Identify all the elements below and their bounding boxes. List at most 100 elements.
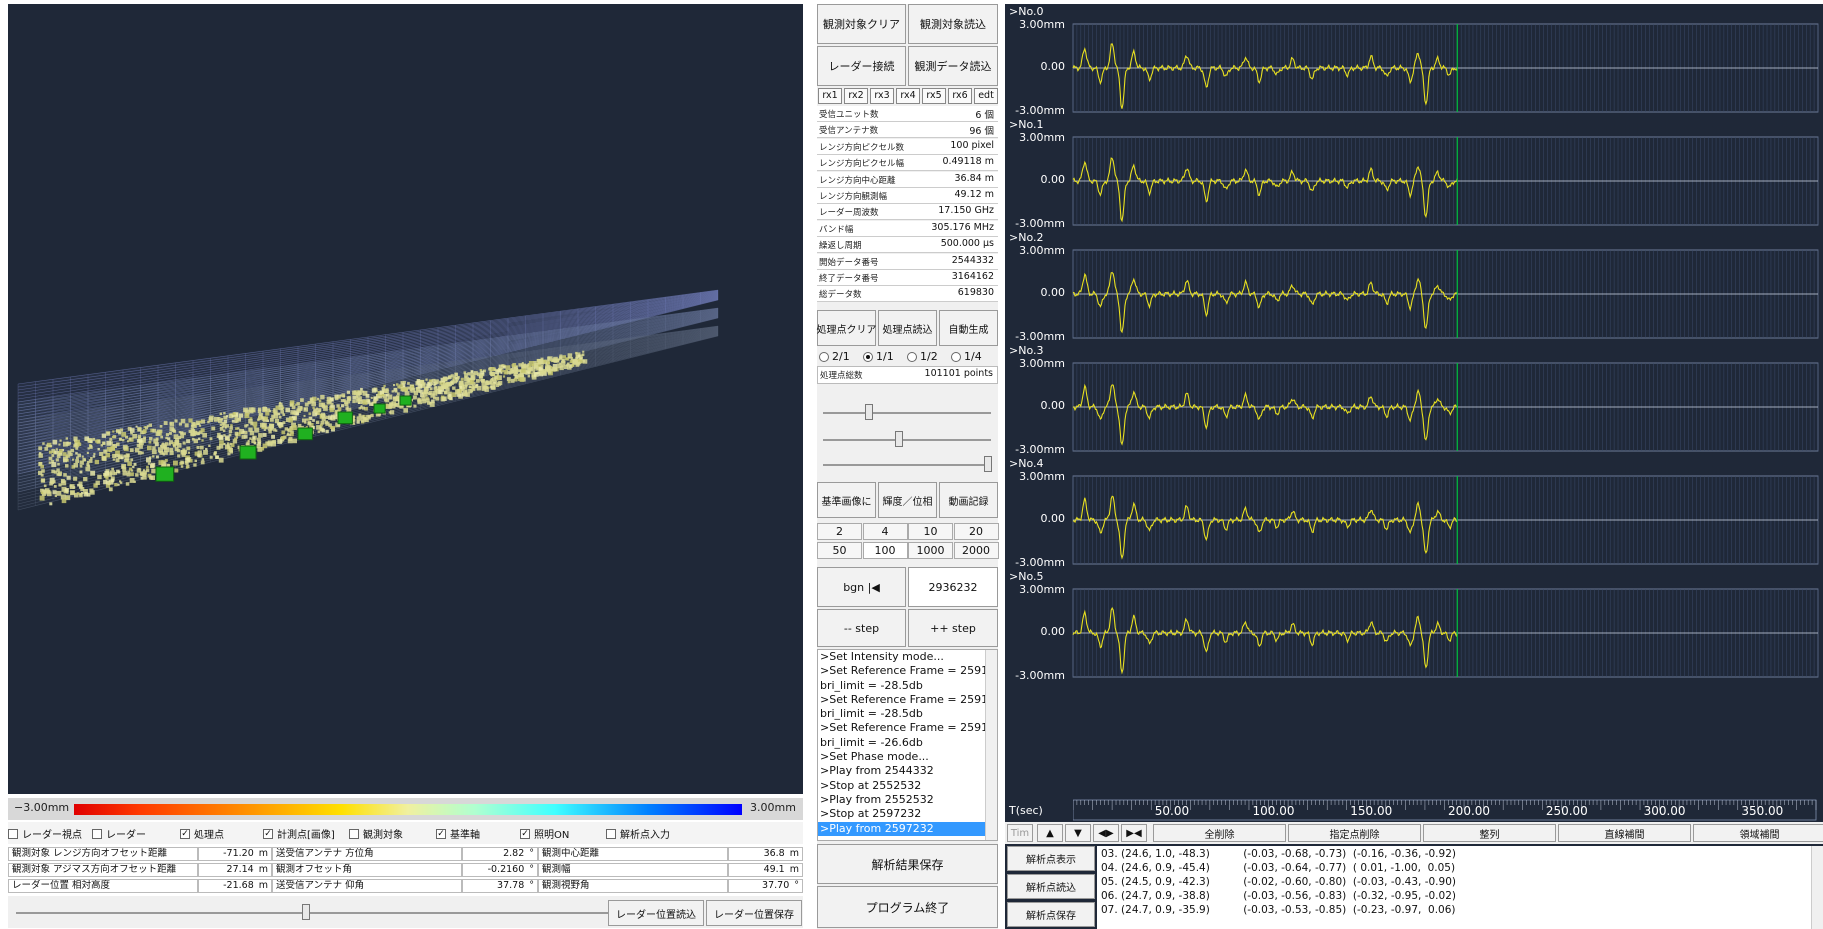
- log-line[interactable]: >Play from 2552532: [820, 792, 934, 806]
- tab-rx5[interactable]: rx5: [922, 88, 946, 104]
- slider-1-thumb[interactable]: [865, 404, 873, 420]
- checkbox-box[interactable]: ✓: [436, 828, 446, 839]
- load-analysis-points-button[interactable]: 解析点読込: [1007, 874, 1095, 899]
- param-value[interactable]: -0.2160 °: [462, 863, 538, 877]
- align-button[interactable]: 整列: [1423, 824, 1556, 842]
- checkbox-box[interactable]: ✓: [520, 828, 530, 839]
- analysis-results-list[interactable]: 03. (24.6, 1.0, -48.3) (-0.03, -0.68, -0…: [1097, 846, 1823, 929]
- radio-1[interactable]: 1/1: [863, 350, 894, 363]
- tim-button[interactable]: Tim: [1007, 824, 1033, 842]
- up-arrow-icon[interactable]: ▲: [1037, 824, 1063, 842]
- tab-rx1[interactable]: rx1: [818, 88, 842, 104]
- checkbox-box[interactable]: ✓: [263, 828, 273, 839]
- linear-interpolation-button[interactable]: 直線補間: [1558, 824, 1691, 842]
- 3d-viewport[interactable]: [8, 4, 803, 794]
- tab-rx2[interactable]: rx2: [844, 88, 868, 104]
- radio-dot[interactable]: [819, 351, 829, 362]
- video-record-button[interactable]: 動画記録: [939, 482, 998, 518]
- param-value[interactable]: 2.82 °: [462, 847, 538, 861]
- step-1000-button[interactable]: 1000: [908, 542, 953, 559]
- log-line[interactable]: >Set Reference Frame = 25913: [820, 692, 996, 706]
- checkbox-box[interactable]: [92, 828, 102, 839]
- log-line[interactable]: bri_limit = -28.5db: [820, 707, 923, 721]
- checkbox-box[interactable]: [349, 828, 359, 839]
- slider-3-thumb[interactable]: [984, 456, 992, 472]
- log-line[interactable]: >Set Reference Frame = 25913: [820, 721, 996, 735]
- exit-program-button[interactable]: プログラム終了: [817, 886, 998, 928]
- load-processing-points-button[interactable]: 処理点読込: [878, 310, 937, 346]
- checkbox-4[interactable]: 観測対象: [349, 826, 403, 841]
- radar-position-save-button[interactable]: レーダー位置保存: [706, 900, 802, 926]
- save-analysis-points-button[interactable]: 解析点保存: [1007, 902, 1095, 927]
- delete-all-button[interactable]: 全削除: [1153, 824, 1286, 842]
- radar-connect-button[interactable]: レーダー接続: [817, 46, 906, 86]
- checkbox-box[interactable]: [8, 828, 18, 839]
- result-line[interactable]: 07. (24.7, 0.9, -35.9) (-0.03, -0.53, -0…: [1101, 904, 1456, 916]
- waveform-plots[interactable]: [1005, 4, 1823, 794]
- load-target-button[interactable]: 観測対象読込: [908, 4, 998, 44]
- radio-dot[interactable]: [863, 351, 873, 362]
- checkbox-box[interactable]: ✓: [180, 828, 190, 839]
- delete-selected-point-button[interactable]: 指定点削除: [1288, 824, 1421, 842]
- amplitude-phase-button[interactable]: 輝度／位相: [878, 482, 937, 518]
- result-line[interactable]: 04. (24.6, 0.9, -45.4) (-0.03, -0.64, -0…: [1101, 862, 1456, 874]
- log-line[interactable]: bri_limit = -28.5db: [820, 678, 923, 692]
- clear-target-button[interactable]: 観測対象クリア: [817, 4, 906, 44]
- auto-generate-button[interactable]: 自動生成: [939, 310, 998, 346]
- results-scrollbar[interactable]: [1811, 846, 1823, 929]
- reference-image-button[interactable]: 基準画像に: [817, 482, 876, 518]
- step-50-button[interactable]: 50: [817, 542, 862, 559]
- frame-number-field[interactable]: 2936232: [908, 567, 998, 607]
- result-line[interactable]: 03. (24.6, 1.0, -48.3) (-0.03, -0.68, -0…: [1101, 848, 1456, 860]
- contract-icon[interactable]: ▶◀: [1121, 824, 1147, 842]
- checkbox-5[interactable]: ✓ 基準軸: [436, 826, 480, 841]
- result-line[interactable]: 06. (24.7, 0.9, -38.8) (-0.03, -0.56, -0…: [1101, 890, 1456, 902]
- log-line[interactable]: >Stop at 2597232: [820, 807, 922, 821]
- checkbox-box[interactable]: [606, 828, 616, 839]
- begin-button[interactable]: bgn |◀: [817, 567, 906, 607]
- param-value[interactable]: 37.78 °: [462, 879, 538, 893]
- step-2-button[interactable]: 2: [817, 523, 862, 540]
- radio-0[interactable]: 2/1: [819, 350, 850, 363]
- expand-icon[interactable]: ◀▶: [1093, 824, 1119, 842]
- param-value[interactable]: 49.1 m: [728, 863, 803, 877]
- load-observation-data-button[interactable]: 観測データ読込: [908, 46, 998, 86]
- save-analysis-results-button[interactable]: 解析結果保存: [817, 844, 998, 884]
- param-value[interactable]: -21.68 m: [198, 879, 272, 893]
- down-arrow-icon[interactable]: ▼: [1065, 824, 1091, 842]
- param-value[interactable]: 37.70 °: [728, 879, 803, 893]
- step-back-button[interactable]: -- step: [817, 609, 906, 647]
- log-line[interactable]: bri_limit = -26.6db: [820, 735, 923, 749]
- slider-2-thumb[interactable]: [895, 431, 903, 447]
- tab-rx6[interactable]: rx6: [948, 88, 972, 104]
- radio-dot[interactable]: [951, 351, 961, 362]
- radio-3[interactable]: 1/4: [951, 350, 982, 363]
- checkbox-1[interactable]: レーダー: [92, 826, 146, 841]
- log-line[interactable]: >Set Intensity mode...: [820, 650, 944, 663]
- checkbox-7[interactable]: 解析点入力: [606, 826, 670, 841]
- checkbox-6[interactable]: ✓ 照明ON: [520, 826, 569, 841]
- tab-rx3[interactable]: rx3: [870, 88, 894, 104]
- radio-2[interactable]: 1/2: [907, 350, 938, 363]
- log-line[interactable]: >Set Reference Frame = 25913: [820, 664, 996, 678]
- checkbox-0[interactable]: レーダー視点: [8, 826, 82, 841]
- point-cloud-scene[interactable]: [8, 4, 803, 794]
- radar-position-slider-thumb[interactable]: [302, 904, 310, 920]
- checkbox-2[interactable]: ✓ 処理点: [180, 826, 224, 841]
- log-line[interactable]: >Play from 2597232: [818, 821, 997, 836]
- step-10-button[interactable]: 10: [908, 523, 953, 540]
- region-interpolation-button[interactable]: 領域補間: [1693, 824, 1823, 842]
- show-analysis-points-button[interactable]: 解析点表示: [1007, 846, 1095, 871]
- radio-dot[interactable]: [907, 351, 917, 362]
- step-2000-button[interactable]: 2000: [953, 542, 999, 559]
- step-20-button[interactable]: 20: [953, 523, 999, 540]
- result-line[interactable]: 05. (24.5, 0.9, -42.3) (-0.02, -0.60, -0…: [1101, 876, 1456, 888]
- param-value[interactable]: -71.20 m: [198, 847, 272, 861]
- clear-processing-points-button[interactable]: 処理点クリア: [817, 310, 877, 346]
- log-line[interactable]: >Set Phase mode...: [820, 750, 929, 764]
- tab-edt[interactable]: edt: [974, 88, 998, 104]
- log-line[interactable]: >Stop at 2552532: [820, 778, 922, 792]
- step-4-button[interactable]: 4: [862, 523, 908, 540]
- step-forward-button[interactable]: ++ step: [908, 609, 998, 647]
- log-line[interactable]: >Play from 2544332: [820, 764, 934, 778]
